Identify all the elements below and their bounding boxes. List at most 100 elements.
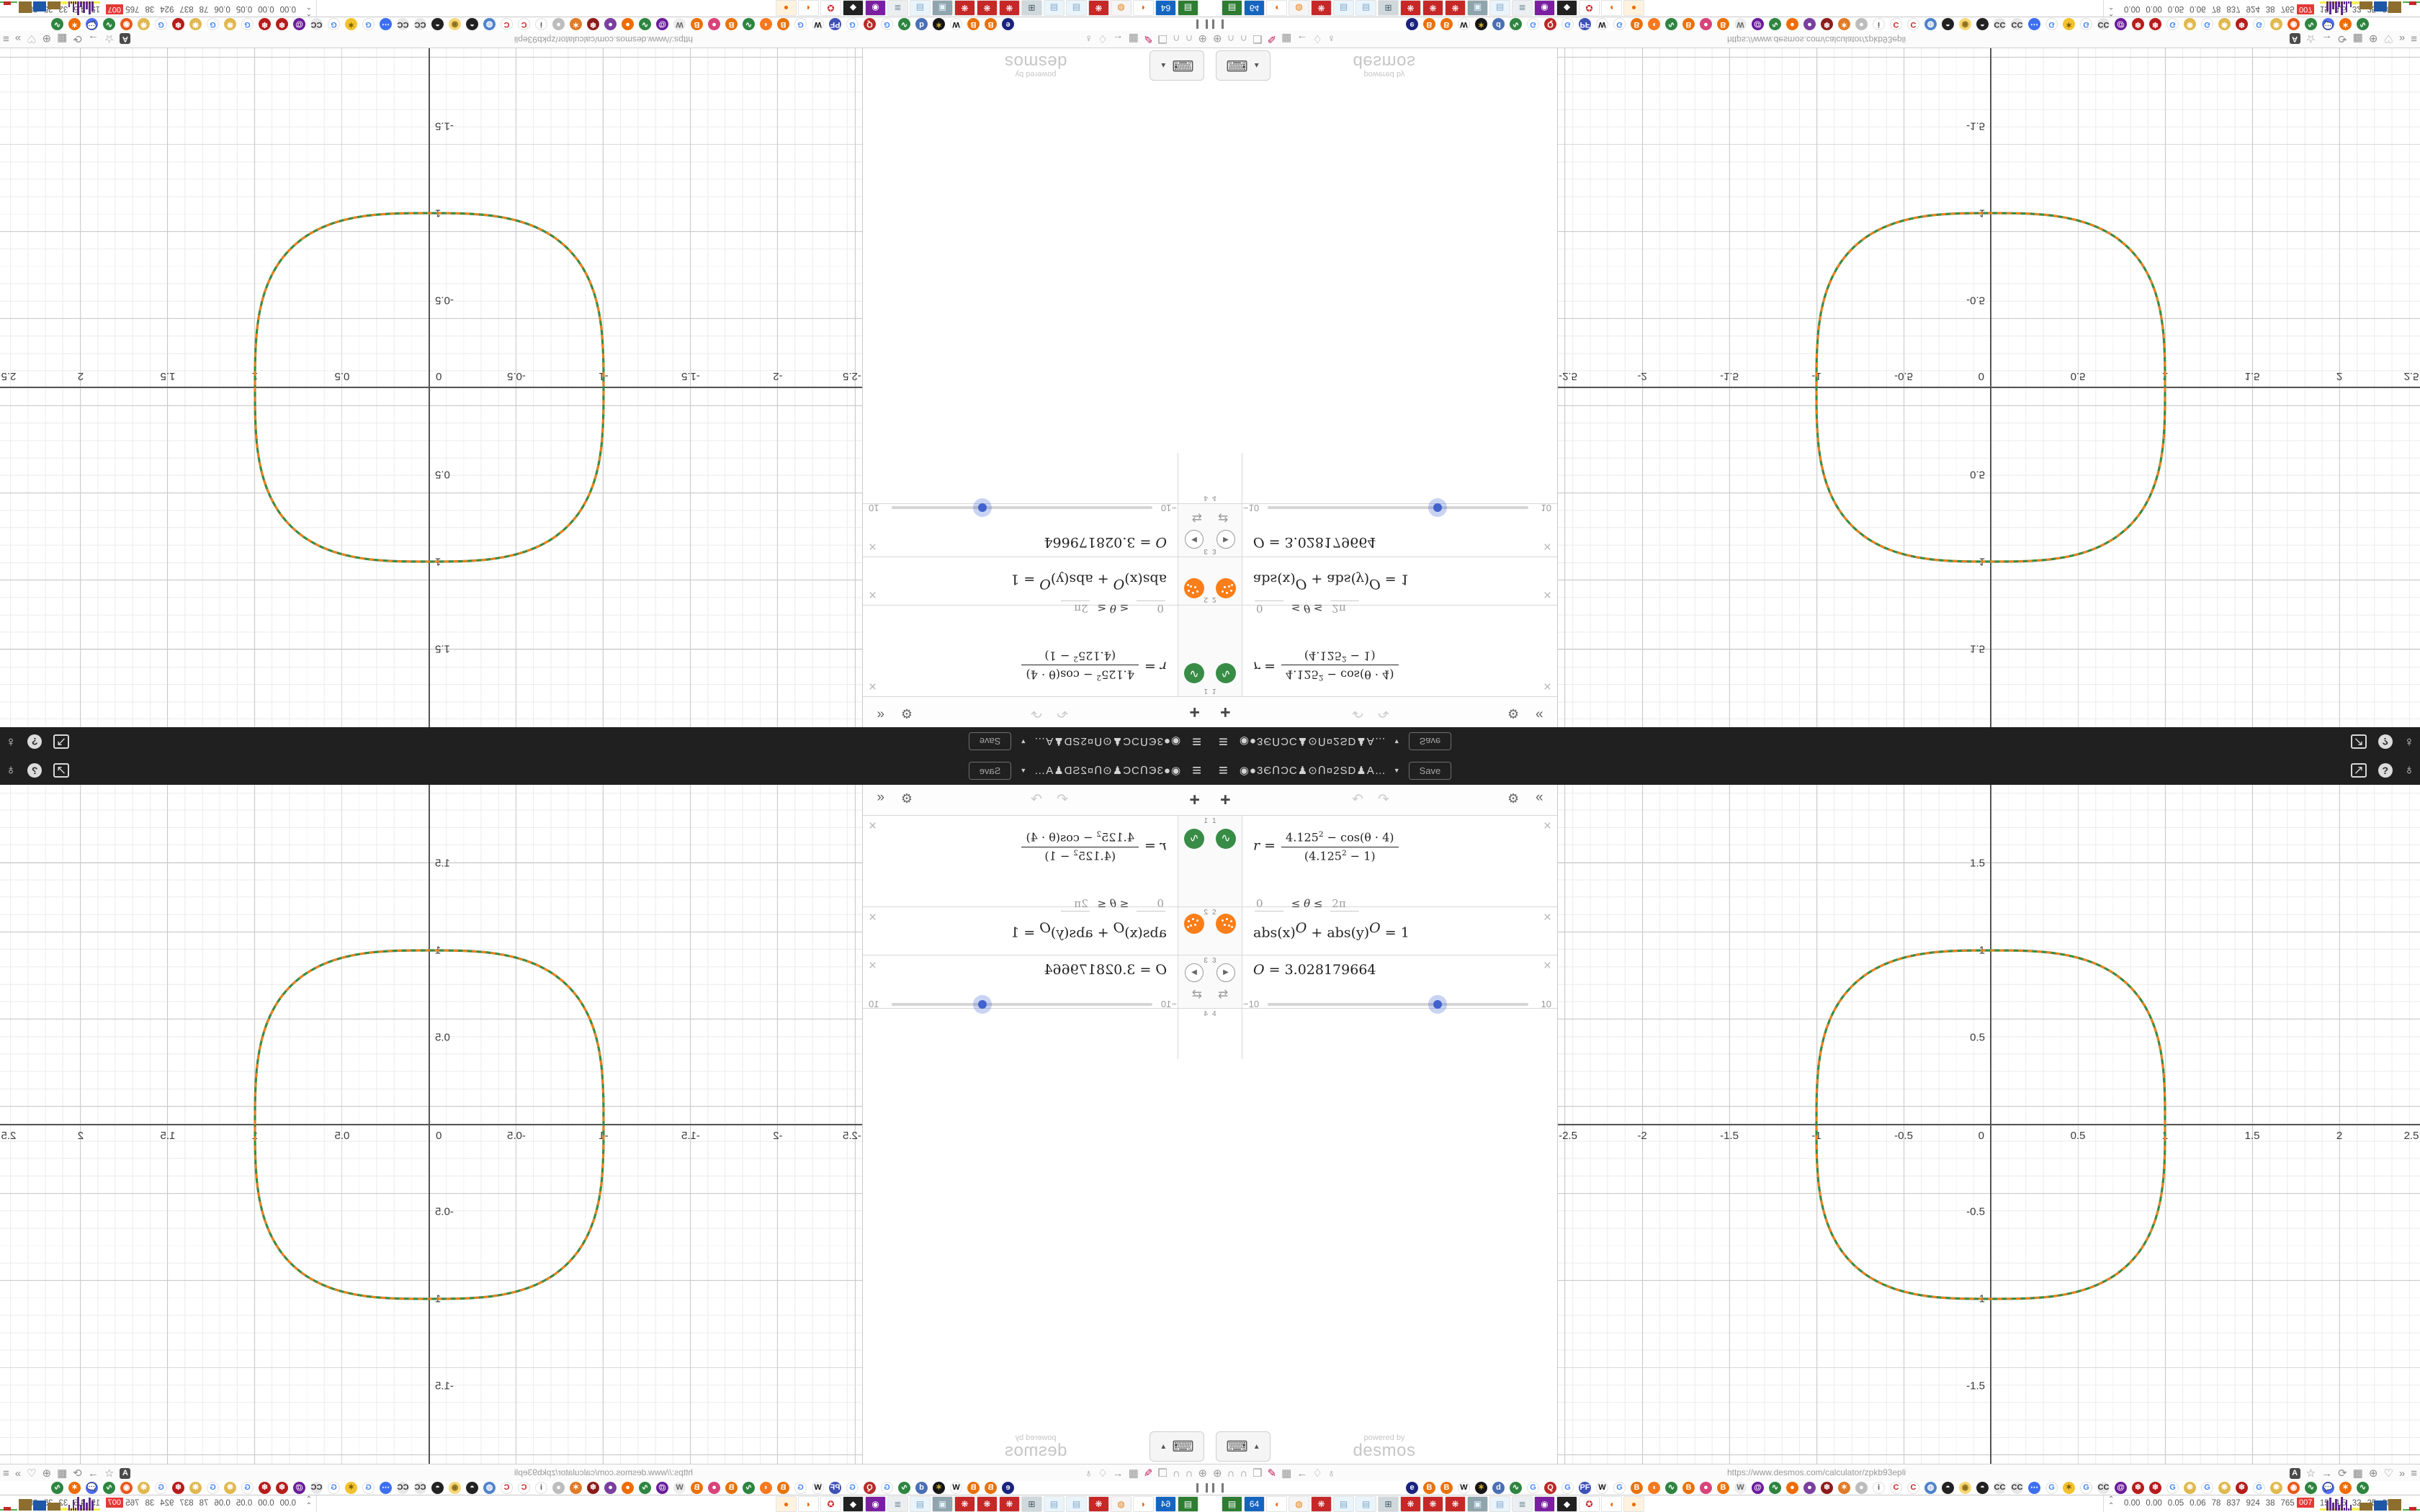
tab-favicon[interactable]: G bbox=[881, 1482, 893, 1494]
tab-favicon[interactable]: i bbox=[535, 1482, 547, 1494]
tab-favicon[interactable]: G bbox=[155, 1482, 167, 1494]
tab-favicon[interactable]: ❋ bbox=[224, 1482, 236, 1494]
language-globe-icon[interactable]: ♁ bbox=[6, 734, 17, 750]
browser-action-icon[interactable]: ≡ bbox=[3, 32, 9, 45]
tab-favicon[interactable]: PF bbox=[1579, 1482, 1591, 1494]
browser-tool-icon[interactable]: ∩ bbox=[1227, 32, 1235, 45]
tab-favicon[interactable]: ✶ bbox=[933, 1482, 945, 1494]
browser-tool-icon[interactable]: ∩ bbox=[1240, 32, 1248, 45]
browser-tool-icon[interactable]: ▦ bbox=[1128, 32, 1139, 45]
tab-favicon[interactable]: ❄ bbox=[259, 1482, 271, 1494]
polar-curve-color-icon[interactable]: ∿ bbox=[1216, 829, 1236, 849]
tab-favicon[interactable]: PF bbox=[1579, 18, 1591, 30]
tabstrip-drag-handle[interactable] bbox=[1196, 19, 1208, 29]
slider-track[interactable] bbox=[892, 498, 1152, 517]
taskbar-app-icon[interactable]: ≣ bbox=[887, 1496, 908, 1512]
tab-favicon[interactable]: B bbox=[1682, 1482, 1695, 1494]
collapse-panel-icon[interactable]: « bbox=[1536, 707, 1543, 722]
expression-gutter-2[interactable]: 2 bbox=[1210, 557, 1242, 605]
taskbar-app-icon[interactable]: ▤ bbox=[1044, 1496, 1065, 1512]
expression-row-1[interactable]: 1 ∿ r = 4.1252 − cos(θ · 4) (4.1252 − 1) 0… bbox=[1210, 600, 1557, 696]
tab-favicon[interactable]: @ bbox=[656, 1482, 668, 1494]
browser-tool-icon[interactable]: ❐ bbox=[1157, 1467, 1168, 1480]
tab-favicon[interactable]: B bbox=[725, 1482, 738, 1494]
taskbar-app-icon[interactable]: ◍ bbox=[1289, 0, 1309, 16]
tab-favicon[interactable]: B bbox=[1717, 18, 1729, 30]
tab-favicon[interactable]: ∿ bbox=[1665, 18, 1677, 30]
monitor-chevron-icon[interactable]: ⌃ ⌃ bbox=[2108, 2, 2115, 17]
taskbar-app-icon[interactable]: ❋ bbox=[1088, 0, 1109, 16]
tab-favicon[interactable]: W bbox=[1734, 1482, 1747, 1494]
browser-action-icon[interactable]: ▦ bbox=[57, 1467, 68, 1480]
tab-favicon[interactable]: ❋ bbox=[138, 18, 150, 30]
tab-favicon[interactable]: ✶ bbox=[2063, 1482, 2075, 1494]
tab-favicon[interactable]: ◉ bbox=[120, 18, 133, 30]
tab-favicon[interactable]: G bbox=[2080, 18, 2092, 30]
tab-favicon[interactable]: ● bbox=[1803, 18, 1816, 30]
tab-favicon[interactable]: ∿ bbox=[743, 1482, 755, 1494]
tab-favicon[interactable]: ∿ bbox=[1769, 1482, 1781, 1494]
hamburger-menu-icon[interactable]: ≡ bbox=[1192, 733, 1201, 751]
expression-gutter-3[interactable]: 3 ▶ ⇄ bbox=[1178, 955, 1210, 1008]
taskbar-app-icon[interactable]: ● bbox=[1623, 0, 1644, 16]
taskbar-app-icon[interactable]: 64 bbox=[1244, 1496, 1265, 1512]
browser-tool-icon[interactable]: ❐ bbox=[1252, 32, 1263, 45]
tab-favicon[interactable]: ❄ bbox=[587, 1482, 599, 1494]
browser-tool-icon[interactable]: ← bbox=[1296, 1467, 1308, 1480]
taskbar-app-icon[interactable]: ▣ bbox=[1467, 1496, 1488, 1512]
tab-favicon[interactable]: W bbox=[673, 1482, 686, 1494]
tab-favicon[interactable]: ✶ bbox=[68, 18, 81, 30]
superellipse-curve[interactable] bbox=[0, 785, 862, 1464]
browser-tool-icon[interactable]: ❐ bbox=[1252, 1467, 1263, 1480]
browser-tool-icon[interactable]: ← bbox=[1296, 32, 1308, 45]
graph-title[interactable]: ◉●3ЄՈƆC♟⊙Ո¤2SD♟A… bbox=[1239, 735, 1386, 747]
monitor-chevron-icon[interactable]: ⌃ ⌃ bbox=[305, 2, 312, 17]
taskbar-app-icon[interactable]: ▤ bbox=[1222, 1496, 1242, 1512]
tab-favicon[interactable]: ❄ bbox=[2132, 18, 2144, 30]
tab-favicon[interactable]: ❄ bbox=[259, 18, 271, 30]
browser-action-icon[interactable]: ☆ bbox=[104, 32, 115, 45]
tab-favicon[interactable]: C bbox=[1890, 1482, 1902, 1494]
browser-action-icon[interactable]: ☆ bbox=[2305, 1467, 2316, 1480]
add-expression-button[interactable]: + bbox=[1189, 790, 1200, 810]
browser-tool-icon[interactable]: ▦ bbox=[1281, 1467, 1292, 1480]
tab-favicon[interactable]: ✶ bbox=[345, 1482, 357, 1494]
browser-action-icon[interactable]: ⊕ bbox=[2368, 32, 2378, 45]
taskbar-app-icon[interactable]: ❋ bbox=[1445, 1496, 1466, 1512]
show-keyboard-button[interactable]: ⌨ ▲ bbox=[1150, 1431, 1204, 1462]
tab-favicon[interactable]: G bbox=[846, 18, 859, 30]
taskbar-app-icon[interactable]: ❋ bbox=[1311, 1496, 1332, 1512]
taskbar-app-icon[interactable]: ▤ bbox=[1066, 0, 1087, 16]
tab-favicon[interactable]: d bbox=[1492, 1482, 1505, 1494]
tab-favicon[interactable]: ✶ bbox=[933, 18, 945, 30]
tab-favicon[interactable]: ∿ bbox=[743, 18, 755, 30]
tab-favicon[interactable]: ✶ bbox=[2339, 1482, 2352, 1494]
tab-favicon[interactable]: ❋ bbox=[2184, 18, 2196, 30]
tab-favicon[interactable]: ✶ bbox=[345, 18, 357, 30]
tab-favicon[interactable]: CC bbox=[2097, 1482, 2110, 1494]
expression-gutter-3[interactable]: 3 ▶ ⇄ bbox=[1210, 504, 1242, 557]
tab-favicon[interactable]: 💬 bbox=[86, 18, 98, 30]
taskbar-app-icon[interactable]: ◆ bbox=[843, 1496, 864, 1512]
close-row-icon[interactable]: × bbox=[869, 587, 877, 602]
tab-favicon[interactable]: ❋ bbox=[138, 1482, 150, 1494]
redo-icon[interactable]: ↷ bbox=[1378, 705, 1389, 720]
graph-title[interactable]: ◉●3ЄՈƆC♟⊙Ո¤2SD♟A… bbox=[1239, 765, 1386, 777]
browser-tool-icon[interactable]: ← bbox=[1112, 1467, 1124, 1480]
expression-row-2[interactable]: 2 abs(x)O + abs(y)O = 1 × bbox=[1210, 557, 1557, 605]
tab-favicon[interactable]: ∿ bbox=[1665, 1482, 1677, 1494]
expression-gutter-1[interactable]: 1 ∿ bbox=[1178, 606, 1210, 696]
tab-favicon[interactable]: ❄ bbox=[1821, 18, 1833, 30]
tab-favicon[interactable]: ● bbox=[552, 18, 565, 30]
browser-action-icon[interactable]: A bbox=[120, 1467, 131, 1479]
expression-row-1[interactable]: 1 ∿ r = 4.1252 − cos(θ · 4) (4.1252 − 1) 0… bbox=[863, 600, 1210, 696]
taskbar-app-icon[interactable]: ❋ bbox=[1088, 1496, 1109, 1512]
slider-loop-icon[interactable]: ⇄ bbox=[1218, 987, 1229, 1001]
tab-favicon[interactable]: @ bbox=[293, 1482, 305, 1494]
tab-favicon[interactable]: ● bbox=[1700, 1482, 1712, 1494]
tab-favicon[interactable]: G bbox=[155, 18, 167, 30]
share-icon[interactable]: ↗ bbox=[2350, 763, 2367, 778]
tab-favicon[interactable]: ❋ bbox=[224, 18, 236, 30]
tab-favicon[interactable]: W bbox=[950, 1482, 962, 1494]
tab-favicon[interactable]: e bbox=[1002, 1482, 1014, 1494]
